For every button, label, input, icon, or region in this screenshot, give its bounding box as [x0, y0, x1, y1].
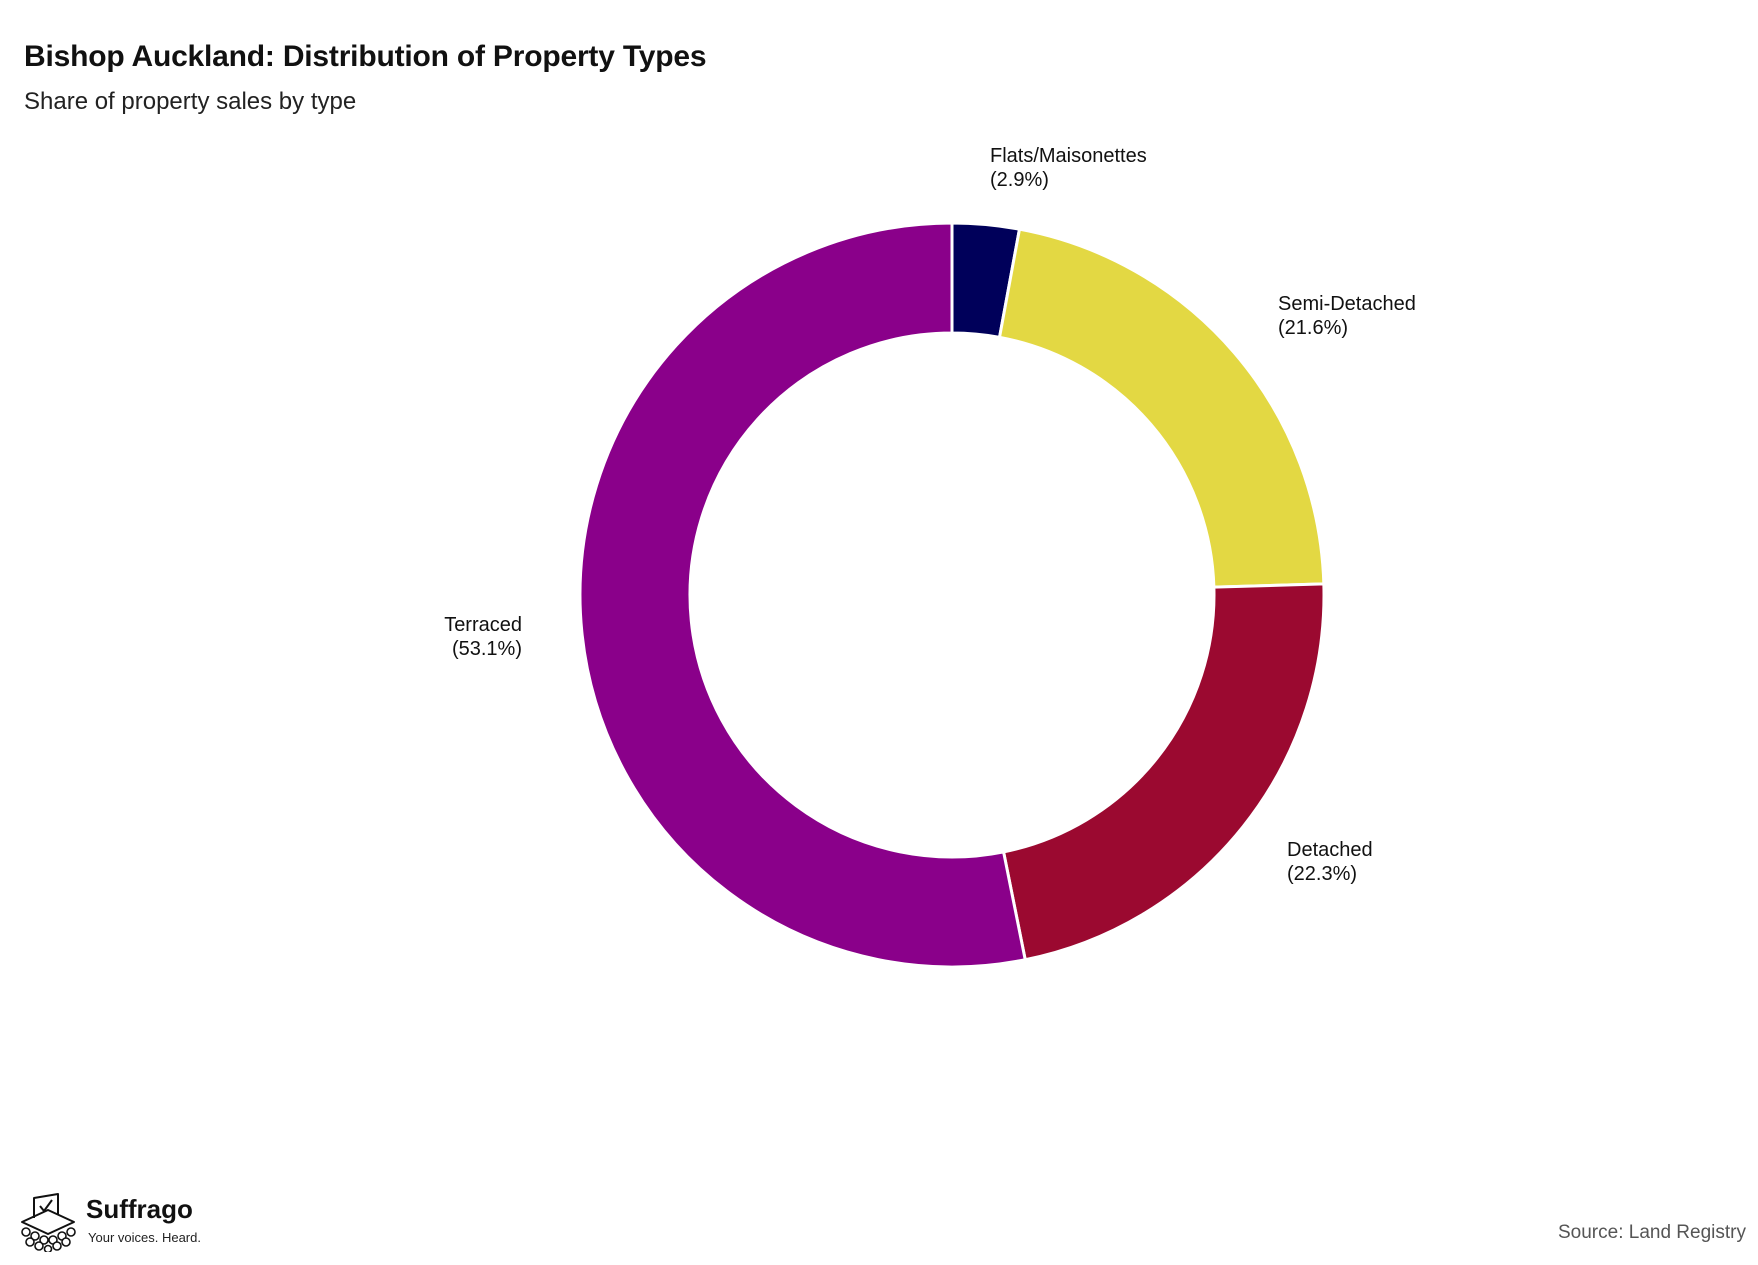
chart-subtitle: Share of property sales by type: [24, 88, 357, 115]
slice-label-value: (2.9%): [990, 169, 1049, 191]
slice-label-value: (21.6%): [1278, 317, 1348, 339]
chart-title: Bishop Auckland: Distribution of Propert…: [24, 40, 707, 73]
slice-semi-detached: [997, 227, 1326, 589]
slice-label-value: (22.3%): [1287, 863, 1357, 885]
source-note: Source: Land Registry: [1558, 1222, 1746, 1243]
slice-label-name: Terraced: [444, 614, 522, 636]
brand-tagline: Your voices. Heard.: [88, 1230, 201, 1245]
suffrago-logo: Suffrago Your voices. Heard.: [16, 1188, 206, 1252]
slice-label-name: Semi-Detached: [1278, 293, 1416, 315]
slice-detached: [1001, 582, 1326, 962]
slice-label-name: Flats/Maisonettes: [990, 145, 1147, 167]
ballot-box-icon: [21, 1193, 76, 1252]
slice-terraced: [578, 221, 1027, 969]
slice-labels: Flats/Maisonettes(2.9%) Semi-Detached(21.…: [444, 145, 1416, 885]
brand-name: Suffrago: [86, 1194, 193, 1224]
donut-slices: [578, 221, 1326, 969]
slice-label-value: (53.1%): [452, 638, 522, 660]
slice-label-name: Detached: [1287, 839, 1373, 861]
